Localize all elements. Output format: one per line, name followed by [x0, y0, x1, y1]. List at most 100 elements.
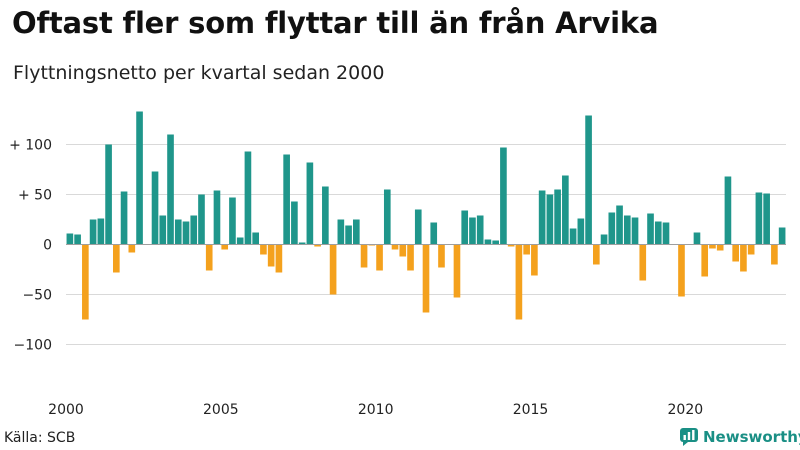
bar-2020-q4 — [709, 244, 716, 249]
bar-2014-q3 — [515, 244, 523, 320]
bar-2011-q3 — [422, 244, 430, 313]
bar-2018-q2 — [631, 217, 639, 245]
y-tick-label: 0 — [43, 238, 52, 254]
x-tick-label: 2010 — [358, 402, 394, 418]
y-tick-label: −50 — [22, 288, 52, 304]
x-tick-label: 2020 — [668, 402, 704, 418]
bar-2003-q2 — [167, 134, 174, 245]
x-tick-label: 2015 — [513, 402, 549, 418]
bar-2010-q3 — [391, 244, 399, 250]
y-tick-label: −100 — [14, 338, 52, 354]
bar-2007-q3 — [298, 242, 306, 245]
bar-2022-q4 — [771, 244, 778, 265]
bar-2019-q4 — [678, 244, 685, 297]
bar-series — [66, 111, 786, 320]
bar-2000-q2 — [74, 234, 81, 245]
bar-2001-q2 — [105, 144, 112, 245]
bar-2007-q4 — [306, 162, 314, 245]
bar-2015-q4 — [554, 189, 561, 245]
bar-2011-q1 — [407, 244, 414, 271]
bar-2012-q3 — [453, 244, 461, 298]
bar-2017-q1 — [593, 244, 600, 265]
bar-2014-q4 — [523, 244, 530, 255]
brand-logo: Newsworthy — [680, 426, 800, 448]
bar-2018-q3 — [639, 244, 647, 281]
bar-2001-q4 — [120, 191, 128, 245]
bar-2005-q3 — [236, 237, 244, 245]
bar-2012-q1 — [438, 244, 445, 268]
bar-2007-q1 — [283, 154, 290, 245]
bar-2009-q2 — [353, 219, 360, 245]
bar-2008-q2 — [322, 186, 329, 245]
bar-2015-q3 — [546, 194, 554, 245]
bar-2022-q2 — [755, 192, 763, 245]
bar-2021-q2 — [724, 176, 732, 245]
bar-2007-q2 — [291, 201, 298, 245]
bar-2005-q1 — [221, 244, 229, 250]
bar-2010-q4 — [399, 244, 407, 257]
bar-2022-q1 — [747, 244, 755, 255]
y-tick-label: + 100 — [9, 138, 52, 154]
bar-2013-q4 — [492, 240, 499, 245]
gridlines — [66, 144, 786, 345]
bar-2001-q1 — [97, 218, 105, 245]
bar-2005-q2 — [229, 197, 236, 245]
bar-2017-q3 — [608, 212, 616, 245]
bar-2021-q1 — [716, 244, 724, 251]
bar-2008-q1 — [314, 244, 321, 247]
bar-2015-q2 — [538, 190, 546, 245]
bar-2013-q3 — [484, 239, 492, 245]
bar-2023-q1 — [778, 227, 786, 245]
bar-2000-q3 — [82, 244, 89, 320]
bar-2006-q2 — [260, 244, 267, 255]
bar-2010-q2 — [383, 189, 391, 245]
bar-2003-q1 — [159, 215, 167, 245]
bar-2011-q4 — [430, 222, 438, 245]
bar-2015-q1 — [531, 244, 538, 276]
bar-2002-q4 — [151, 171, 159, 245]
x-axis-ticks: 2000 2005 2010 2015 2020 — [48, 402, 703, 418]
bar-2004-q3 — [205, 244, 213, 271]
bar-2004-q2 — [198, 194, 205, 245]
y-tick-label: + 50 — [18, 188, 52, 204]
bar-2008-q3 — [329, 244, 337, 295]
chart-subtitle: Flyttningsnetto per kvartal sedan 2000 — [13, 62, 385, 84]
bar-2008-q4 — [337, 219, 345, 245]
bar-2019-q1 — [654, 221, 662, 245]
bar-2003-q4 — [182, 221, 190, 245]
bar-2016-q4 — [585, 115, 592, 245]
bar-2006-q4 — [275, 244, 283, 273]
bar-2001-q3 — [113, 244, 120, 273]
bar-2002-q2 — [136, 111, 143, 245]
bar-2016-q1 — [562, 175, 569, 245]
y-axis-ticks: + 100 + 50 0 −50 −100 — [9, 138, 52, 354]
bar-2012-q4 — [461, 210, 469, 245]
bar-2016-q2 — [569, 228, 577, 245]
bar-2009-q3 — [360, 244, 368, 268]
bar-2021-q4 — [740, 244, 747, 272]
bar-2020-q2 — [693, 232, 701, 245]
bar-2002-q1 — [128, 244, 136, 253]
brand-name: Newsworthy — [703, 428, 800, 446]
chart-title: Oftast fler som flyttar till än från Arv… — [12, 6, 659, 40]
bar-2009-q1 — [345, 225, 352, 245]
bar-2011-q2 — [414, 209, 422, 245]
bar-2017-q2 — [600, 234, 608, 245]
bar-2020-q3 — [701, 244, 709, 277]
bar-2022-q3 — [763, 193, 770, 245]
bar-2006-q1 — [252, 232, 259, 245]
x-tick-label: 2000 — [48, 402, 84, 418]
bar-2005-q4 — [244, 151, 252, 245]
x-tick-label: 2005 — [203, 402, 239, 418]
bar-2014-q2 — [507, 244, 515, 247]
bar-2014-q1 — [500, 147, 507, 245]
bar-2006-q3 — [267, 244, 275, 267]
bar-2003-q3 — [174, 219, 182, 245]
bar-2013-q2 — [476, 215, 484, 245]
bar-2019-q2 — [662, 222, 670, 245]
newsworthy-logo-icon — [680, 428, 698, 446]
bar-2021-q3 — [732, 244, 739, 262]
bar-2013-q1 — [469, 217, 476, 245]
source-note: Källa: SCB — [4, 430, 76, 446]
